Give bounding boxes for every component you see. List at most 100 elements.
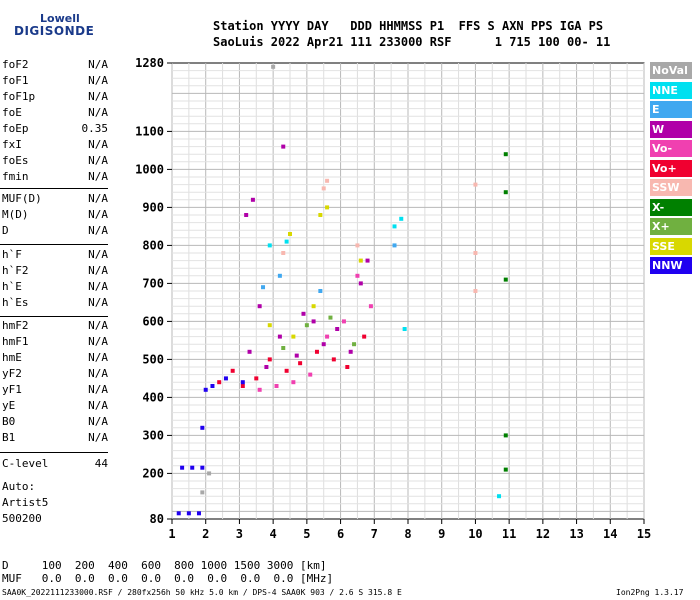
series-nne bbox=[267, 216, 502, 499]
data-point bbox=[281, 346, 286, 350]
legend-item-ssw: SSW bbox=[650, 179, 692, 196]
legend-item-w: W bbox=[650, 120, 692, 138]
data-point bbox=[230, 368, 235, 373]
param-value: N/A bbox=[88, 335, 108, 348]
data-point bbox=[288, 232, 292, 236]
x-tick-label: 7 bbox=[371, 527, 378, 541]
data-point bbox=[261, 285, 266, 290]
x-tick-label: 14 bbox=[603, 527, 617, 541]
param-row-fxi: fxI N/A bbox=[2, 138, 108, 154]
data-point bbox=[244, 213, 249, 217]
data-point bbox=[321, 186, 326, 191]
param-separator bbox=[0, 188, 108, 189]
param-name: B1 bbox=[2, 431, 16, 444]
param-name: h`Es bbox=[2, 296, 29, 309]
param-value: N/A bbox=[88, 319, 108, 332]
data-point bbox=[267, 323, 272, 328]
data-point bbox=[207, 471, 212, 476]
y-tick-label: 1100 bbox=[135, 124, 164, 138]
x-tick-label: 8 bbox=[404, 527, 411, 541]
param-value: 0.35 bbox=[81, 122, 109, 135]
param-row-b1: B1 N/A bbox=[2, 431, 108, 447]
data-point bbox=[355, 273, 360, 278]
param-row-hmf2: hmF2 N/A bbox=[2, 319, 108, 335]
series-noval bbox=[200, 64, 276, 495]
param-name: foEp bbox=[2, 122, 29, 135]
param-row-ye: yE N/A bbox=[2, 399, 108, 415]
series-x- bbox=[503, 152, 508, 472]
muf-row: MUF 0.0 0.0 0.0 0.0 0.0 0.0 0.0 0.0 [MHz… bbox=[2, 572, 334, 585]
param-value: N/A bbox=[88, 154, 108, 167]
data-point bbox=[250, 197, 255, 202]
y-tick-label: 1280 bbox=[135, 56, 164, 70]
auto-scaling-line1: Auto: bbox=[2, 480, 36, 493]
param-value: N/A bbox=[88, 58, 108, 71]
data-point bbox=[358, 258, 363, 263]
x-tick-label: 4 bbox=[270, 527, 277, 541]
param-name: h`E bbox=[2, 280, 22, 293]
param-value: N/A bbox=[88, 351, 108, 364]
y-tick-label: 1000 bbox=[135, 162, 164, 176]
data-point bbox=[264, 365, 269, 369]
x-tick-label: 10 bbox=[468, 527, 482, 541]
data-point bbox=[240, 380, 245, 385]
data-point bbox=[362, 334, 367, 339]
param-value: N/A bbox=[88, 399, 108, 412]
param-name: hmF2 bbox=[2, 319, 29, 332]
param-row-md: M(D) N/A bbox=[2, 208, 108, 224]
param-row-hf: h`F N/A bbox=[2, 248, 108, 264]
param-row-yf2: yF2 N/A bbox=[2, 367, 108, 383]
data-point bbox=[301, 311, 306, 316]
param-value: N/A bbox=[88, 192, 108, 205]
param-value: N/A bbox=[88, 431, 108, 444]
data-point bbox=[473, 251, 478, 255]
plot-frame bbox=[171, 62, 645, 520]
data-point bbox=[311, 319, 316, 324]
data-point bbox=[345, 365, 350, 369]
y-tick-label: 500 bbox=[142, 352, 164, 366]
x-tick-label: 12 bbox=[536, 527, 550, 541]
param-name: M(D) bbox=[2, 208, 29, 221]
y-tick-label: 600 bbox=[142, 314, 164, 328]
y-tick-label: 80 bbox=[150, 512, 164, 526]
data-point bbox=[247, 349, 252, 354]
data-point bbox=[503, 277, 508, 282]
param-row-hmf1: hmF1 N/A bbox=[2, 335, 108, 351]
series-w bbox=[244, 144, 370, 369]
data-point bbox=[240, 384, 245, 388]
data-point bbox=[176, 511, 181, 516]
data-point bbox=[271, 64, 276, 69]
x-tick-label: 6 bbox=[337, 527, 344, 541]
legend-item-nnw: NNW bbox=[650, 257, 692, 274]
param-name: D bbox=[2, 224, 9, 237]
param-row-fof1: foF1 N/A bbox=[2, 74, 108, 90]
param-name: yF2 bbox=[2, 367, 22, 380]
y-tick-label: 700 bbox=[142, 276, 164, 290]
param-name: fxI bbox=[2, 138, 22, 151]
data-point bbox=[210, 384, 215, 388]
data-point bbox=[294, 353, 299, 358]
param-value: N/A bbox=[88, 415, 108, 428]
chart-tick-labels: 1 2 3 4 5 6 7 8 9 10 11 12 13 14 158020030040050060070… bbox=[135, 56, 651, 541]
data-point bbox=[200, 465, 205, 470]
data-point bbox=[325, 334, 330, 339]
data-point bbox=[291, 334, 296, 339]
param-name: h`F bbox=[2, 248, 22, 261]
data-point bbox=[318, 289, 323, 293]
data-point bbox=[200, 425, 205, 430]
param-row-b0: B0 N/A bbox=[2, 415, 108, 431]
param-value: 44 bbox=[94, 457, 108, 470]
param-separator bbox=[0, 244, 108, 245]
param-name: C-level bbox=[2, 457, 49, 470]
data-point bbox=[223, 376, 228, 381]
param-value: N/A bbox=[88, 74, 108, 87]
data-point bbox=[331, 357, 336, 362]
legend-item-vo-: Vo- bbox=[650, 140, 692, 157]
param-value: N/A bbox=[88, 264, 108, 277]
param-row-fof1p: foF1p N/A bbox=[2, 90, 108, 106]
data-point bbox=[321, 342, 326, 347]
data-point bbox=[335, 327, 340, 331]
y-tick-label: 300 bbox=[142, 428, 164, 442]
data-point bbox=[180, 465, 185, 470]
series-vo- bbox=[257, 273, 373, 392]
